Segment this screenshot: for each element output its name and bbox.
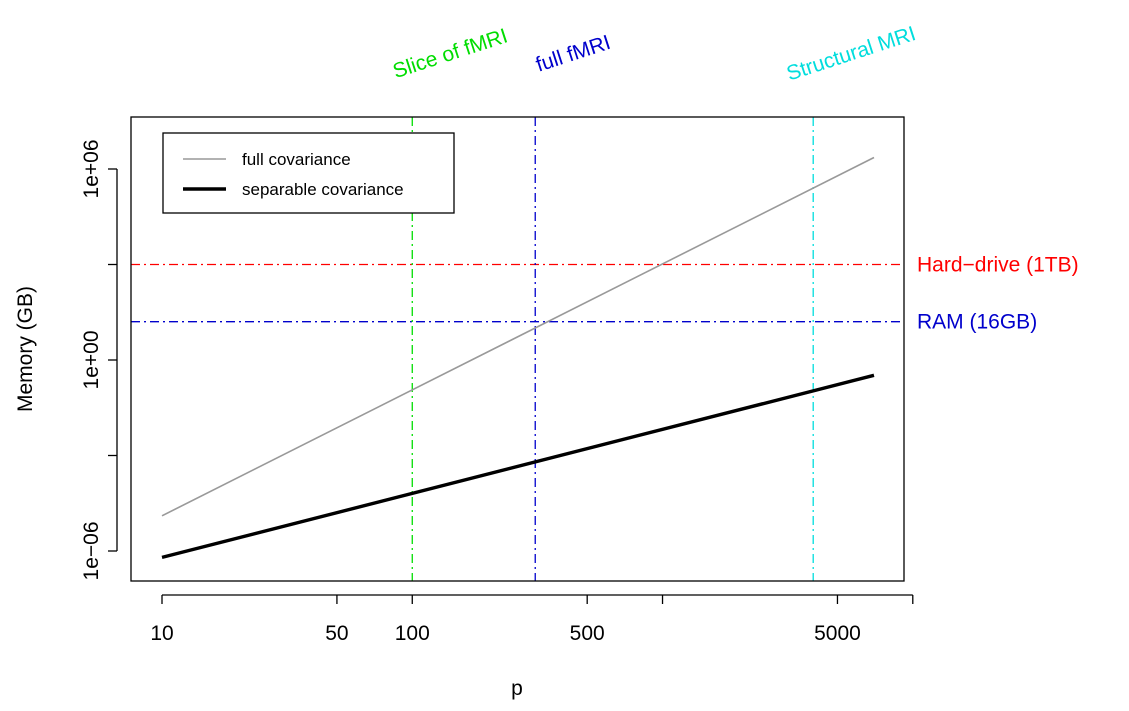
x-axis-label: p bbox=[511, 677, 523, 700]
vline-label-0: Slice of fMRI bbox=[390, 24, 510, 83]
x-axis: 10 50 100 500 5000 bbox=[150, 594, 914, 645]
x-tick-label-1: 50 bbox=[325, 622, 348, 645]
plot-area: Hard−drive (1TB) RAM (16GB) Slice of fMRI f… bbox=[131, 22, 1079, 581]
legend-label-1: separable covariance bbox=[242, 180, 404, 199]
x-tick-label-5: 5000 bbox=[814, 622, 861, 645]
vline-label-1: full fMRI bbox=[533, 31, 613, 77]
x-tick-label-2: 100 bbox=[395, 622, 430, 645]
hline-label-1: RAM (16GB) bbox=[917, 311, 1037, 334]
x-tick-label-3: 500 bbox=[570, 622, 605, 645]
y-tick-label-2: 1e+00 bbox=[80, 331, 103, 390]
plot-frame bbox=[130, 116, 905, 582]
y-tick-label-4: 1e+06 bbox=[80, 140, 103, 199]
hline-label-0: Hard−drive (1TB) bbox=[917, 254, 1079, 277]
y-axis-label: Memory (GB) bbox=[14, 286, 37, 412]
series-line-1 bbox=[161, 373, 875, 560]
legend-box bbox=[162, 132, 455, 214]
x-tick-label-0: 10 bbox=[150, 622, 173, 645]
legend-label-0: full covariance bbox=[242, 150, 351, 169]
legend: full covariance separable covariance bbox=[162, 132, 455, 214]
vline-label-2: Structural MRI bbox=[784, 22, 919, 85]
y-axis: 1e−06 1e+00 1e+06 bbox=[80, 140, 118, 581]
y-tick-label-0: 1e−06 bbox=[80, 522, 103, 581]
series-line-0 bbox=[161, 156, 875, 517]
